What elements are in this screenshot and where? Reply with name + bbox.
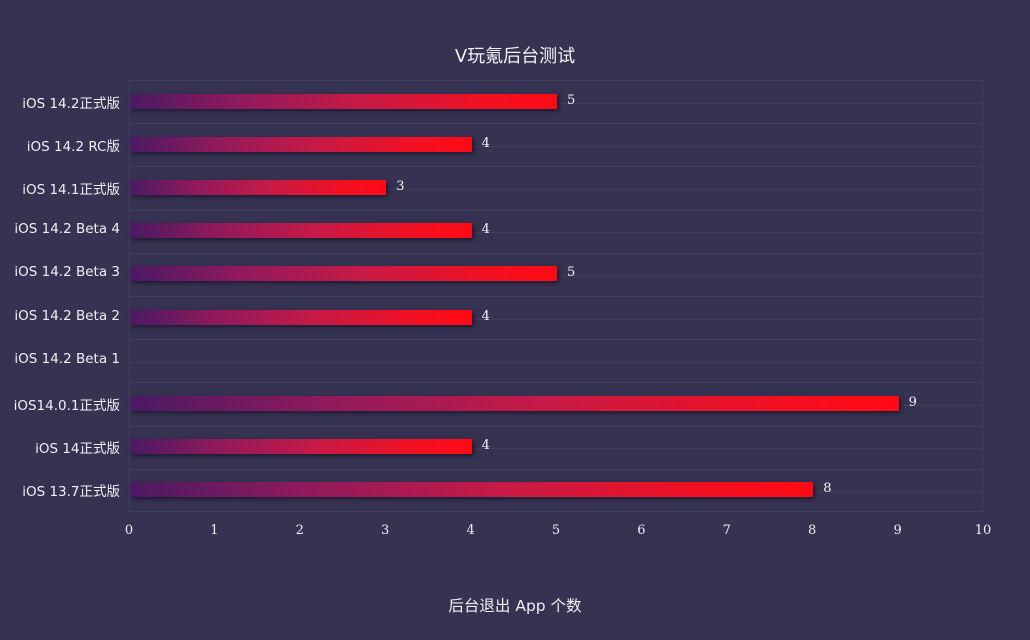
x-tick-label: 2 [295,523,304,538]
x-tick-label: 7 [722,523,731,538]
y-axis-label: iOS 14.1正式版 [22,182,120,198]
value-label: 4 [481,308,490,324]
bar [130,309,472,325]
bar [130,482,814,498]
y-axis-label: iOS14.0.1正式版 [13,398,120,414]
row-separator [130,209,982,211]
value-label: 4 [481,222,490,238]
x-axis-title: 后台退出 App 个数 [448,597,582,615]
bar [130,439,472,455]
row-separator [130,252,982,254]
y-axis-label: iOS 14.2 Beta 2 [14,307,120,324]
bar [130,396,899,411]
y-axis-label: iOS 13.7正式版 [22,484,120,501]
x-tick-label: 1 [210,523,219,538]
chart-title: V玩氪后台测试 [454,46,576,67]
y-axis-label: iOS 14.2 Beta 3 [14,264,120,281]
y-axis-label: iOS 14正式版 [35,441,120,458]
bar [130,266,557,282]
row-separator [130,425,982,427]
bar [130,223,472,239]
bar [130,180,387,195]
value-label: 3 [396,179,405,194]
y-axis-label: iOS 14.2 Beta 4 [14,221,120,238]
value-label: 4 [481,438,490,454]
bar [130,136,472,152]
y-axis-label: iOS 14.2正式版 [22,95,120,112]
x-tick-label: 0 [124,523,134,538]
bar [130,93,557,109]
x-tick-label: 4 [466,523,475,538]
row-separator [130,339,982,341]
x-tick-label: 9 [893,523,902,538]
value-label: 8 [823,481,832,497]
x-tick-label: 8 [808,523,817,538]
value-label: 4 [481,135,490,151]
y-axis-label: iOS 14.2 RC版 [26,138,120,155]
value-label: 5 [567,265,576,281]
x-tick-label: 3 [381,523,390,538]
gridline [130,448,982,450]
value-label: 5 [567,92,576,108]
gridline [130,189,982,190]
row-separator [130,468,982,470]
gridline [130,145,982,147]
x-tick-label: 10 [974,523,992,538]
gridline [130,318,982,320]
gridline [130,232,982,234]
gridline [130,361,982,363]
row-separator [130,166,982,168]
x-tick-label: 5 [551,523,561,538]
row-separator [130,123,982,125]
value-label: 9 [908,395,917,410]
row-separator [130,296,982,297]
x-tick-label: 6 [637,523,646,538]
row-separator [130,382,982,384]
y-axis-label: iOS 14.2 Beta 1 [14,350,120,367]
